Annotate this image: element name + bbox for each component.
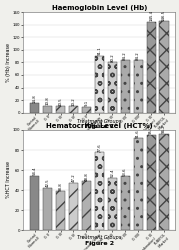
Text: 84.2: 84.2: [123, 51, 127, 59]
Text: 145.4: 145.4: [149, 10, 153, 21]
Text: 80.2: 80.2: [110, 53, 114, 62]
Bar: [82, 181, 91, 230]
Title: Haemoglobin Level (Hb): Haemoglobin Level (Hb): [52, 6, 147, 12]
Text: 52.4: 52.4: [110, 168, 114, 177]
Bar: [56, 106, 65, 112]
Bar: [134, 138, 143, 230]
Text: 91.6: 91.6: [136, 129, 140, 138]
Text: 14.8: 14.8: [33, 94, 37, 103]
Text: 10.5: 10.5: [59, 97, 63, 106]
Bar: [69, 183, 78, 230]
Bar: [30, 103, 39, 113]
Text: 47.2: 47.2: [71, 174, 76, 182]
Bar: [147, 22, 156, 112]
Y-axis label: % (Hb) Increase: % (Hb) Increase: [6, 43, 11, 82]
Bar: [108, 62, 117, 112]
Title: Hematocrit% Level (HCT%): Hematocrit% Level (HCT%): [46, 123, 153, 129]
Text: 77.6: 77.6: [97, 143, 101, 152]
Text: 146.5: 146.5: [162, 10, 166, 20]
Text: 38.8: 38.8: [59, 182, 63, 191]
Text: 48.8: 48.8: [84, 172, 88, 181]
Text: Treatment Groups: Treatment Groups: [77, 236, 122, 240]
Text: Treatment Groups: Treatment Groups: [77, 119, 122, 124]
Text: 53.6: 53.6: [123, 168, 127, 176]
Text: 91.1: 91.1: [97, 46, 101, 55]
Bar: [43, 106, 52, 112]
Bar: [82, 107, 91, 112]
Text: 42.5: 42.5: [46, 178, 50, 187]
Text: Figure 2: Figure 2: [85, 240, 114, 246]
Text: Figure 1: Figure 1: [85, 124, 114, 129]
Bar: [121, 60, 130, 112]
Bar: [95, 56, 104, 112]
Bar: [159, 134, 168, 230]
Bar: [95, 152, 104, 230]
Bar: [134, 60, 143, 112]
Bar: [159, 21, 168, 112]
Bar: [147, 135, 156, 230]
Text: 9.1: 9.1: [84, 100, 88, 106]
Text: 95.0: 95.0: [149, 126, 153, 134]
Text: 84.2: 84.2: [136, 51, 140, 59]
Bar: [121, 176, 130, 230]
Bar: [69, 106, 78, 112]
Bar: [108, 178, 117, 230]
Text: 96.2: 96.2: [162, 125, 166, 133]
Text: 10.2: 10.2: [71, 97, 76, 106]
Y-axis label: %HCT Increase: %HCT Increase: [6, 162, 11, 198]
Text: 10.8: 10.8: [46, 97, 50, 106]
Bar: [43, 188, 52, 230]
Bar: [30, 176, 39, 230]
Bar: [56, 191, 65, 230]
Text: 54.4: 54.4: [33, 166, 37, 175]
